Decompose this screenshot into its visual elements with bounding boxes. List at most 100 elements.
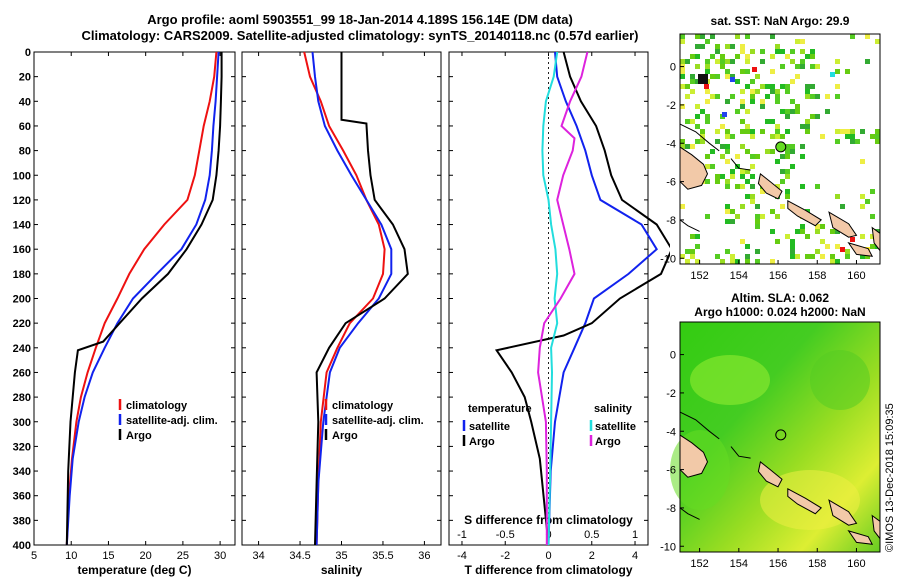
sst-pixel (680, 74, 685, 79)
sst-pixel (750, 129, 755, 134)
sst-pixel (865, 59, 870, 64)
sst-pixel (775, 129, 780, 134)
sst-pixel (785, 189, 790, 194)
sst-pixel (750, 174, 755, 179)
sst-pixel (720, 64, 725, 69)
sst-pixel (730, 209, 735, 214)
sst-pixel (820, 134, 825, 139)
sst-pixel (790, 49, 795, 54)
sst-pixel (690, 254, 695, 259)
sst-pixel (730, 259, 735, 264)
map-frame (679, 33, 881, 265)
sst-pixel (720, 259, 725, 264)
sst-pixel (815, 64, 820, 69)
sst-pixel (785, 89, 790, 94)
sst-pixel (760, 59, 765, 64)
sst-pixel (695, 34, 700, 39)
sst-pixel (770, 259, 775, 264)
coastline (679, 123, 720, 152)
sst-pixel (785, 84, 790, 89)
sst-pixel (680, 254, 685, 259)
plot-frame (33, 51, 236, 546)
sst-pixel (770, 149, 775, 154)
sst-pixel (780, 49, 785, 54)
sst-pixel (750, 164, 755, 169)
map-x-tick-label: 156 (769, 558, 787, 570)
sst-pixel (715, 49, 720, 54)
sst-pixel (800, 124, 805, 129)
sst-pixel (770, 229, 775, 234)
sst-pixel (700, 134, 705, 139)
sst-pixel (750, 89, 755, 94)
sst-pixel (725, 129, 730, 134)
sst-pixel (790, 164, 795, 169)
top-tick-label: 0.5 (584, 529, 599, 541)
depth-tick-label: 300 (13, 417, 31, 429)
sst-pixel (755, 204, 760, 209)
sst-pixel (795, 104, 800, 109)
sst-pixel (785, 129, 790, 134)
map-x-tick-label: 156 (769, 270, 787, 282)
sst-pixel (680, 69, 685, 74)
sst-pixel (740, 184, 745, 189)
sst-pixel (690, 234, 695, 239)
sst-pixel (720, 54, 725, 59)
sst-pixel (870, 134, 875, 139)
sst-pixel (680, 144, 685, 149)
sst-pixel (705, 119, 710, 124)
sst-pixel (800, 144, 805, 149)
sst-pixel (735, 54, 740, 59)
map-x-tick-label: 152 (690, 270, 708, 282)
sst-pixel (745, 34, 750, 39)
sst-pixel (720, 59, 725, 64)
sst-pixel (705, 99, 710, 104)
sst-pixel (815, 229, 820, 234)
sst-pixel (795, 39, 800, 44)
map-y-tick-label: -8 (666, 503, 676, 515)
sst-pixel (740, 204, 745, 209)
sst-pixel-highlight (730, 77, 735, 82)
plot-frame (241, 51, 442, 546)
sst-pixel (745, 124, 750, 129)
sst-pixel (790, 109, 795, 114)
sst-pixel (740, 99, 745, 104)
sst-pixel (860, 254, 865, 259)
x-tick-label: 5 (31, 550, 37, 562)
sst-pixel (790, 149, 795, 154)
sst-pixel (730, 169, 735, 174)
sst-pixel (805, 119, 810, 124)
sst-pixel (835, 139, 840, 144)
sst-pixel (715, 254, 720, 259)
series-line-satellite-adj-clim- (65, 51, 220, 546)
series-line-salinity-argo (537, 51, 589, 545)
sst-pixel (750, 99, 755, 104)
sst-pixel (715, 174, 720, 179)
sst-pixel (700, 129, 705, 134)
sst-pixel (860, 159, 865, 164)
sst-pixel (730, 74, 735, 79)
sst-pixel (760, 84, 765, 89)
sst-pixel (730, 59, 735, 64)
sst-pixel (800, 229, 805, 234)
depth-tick-label: 80 (19, 146, 31, 158)
sst-pixel (805, 129, 810, 134)
map-x-tick-label: 154 (730, 270, 748, 282)
x-tick-label: 25 (177, 550, 189, 562)
sst-pixel (790, 144, 795, 149)
sst-pixel (795, 254, 800, 259)
sst-pixel (775, 134, 780, 139)
sst-pixel (725, 204, 730, 209)
depth-tick-label: 140 (13, 220, 31, 232)
sst-pixel (745, 129, 750, 134)
series-line-satellite-adj-clim- (311, 51, 393, 546)
legend-label: satellite-adj. clim. (332, 415, 424, 427)
sst-pixel (680, 84, 685, 89)
sst-pixel (735, 79, 740, 84)
sst-pixel (705, 164, 710, 169)
sst-pixel (785, 54, 790, 59)
coastline (730, 158, 751, 171)
sst-pixel (705, 114, 710, 119)
x-tick-label: 0 (545, 550, 551, 562)
sst-pixel (735, 259, 740, 264)
sst-pixel (800, 184, 805, 189)
